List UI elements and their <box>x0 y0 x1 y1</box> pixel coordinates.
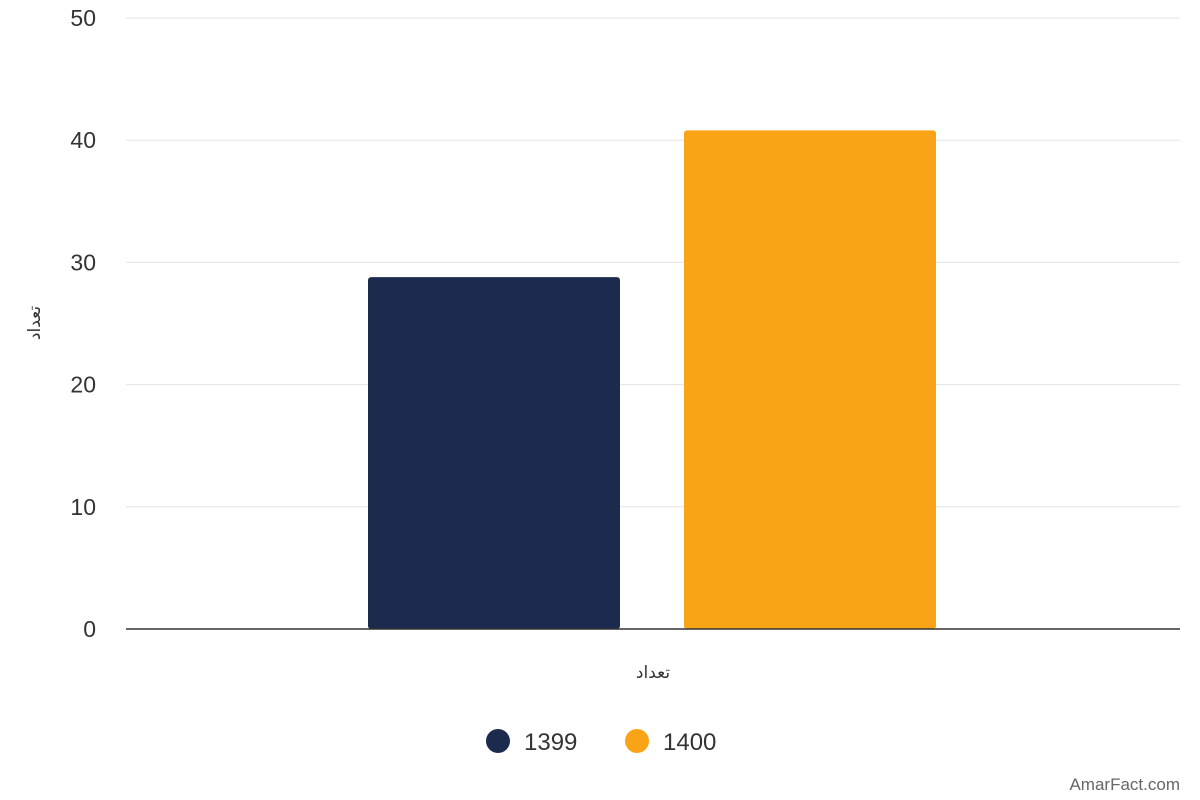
legend-label-1399[interactable]: 1399 <box>524 729 577 756</box>
y-tick-label: 40 <box>70 127 96 153</box>
y-tick-label: 50 <box>70 5 96 31</box>
bars <box>368 130 936 629</box>
watermark-text: AmarFact.com <box>1069 775 1180 794</box>
gridlines <box>126 17 1180 508</box>
legend[interactable]: 1399 1400 <box>486 729 716 756</box>
legend-marker-1400 <box>625 729 649 753</box>
y-axis-title: تعداد <box>25 306 45 340</box>
y-tick-label: 10 <box>70 494 96 520</box>
legend-label-1400[interactable]: 1400 <box>663 729 716 756</box>
y-axis-tick-labels: 0 10 20 30 40 50 <box>70 5 96 642</box>
y-tick-label: 20 <box>70 372 96 398</box>
x-axis-category-label: تعداد <box>636 663 670 683</box>
bar-1400[interactable] <box>684 130 936 629</box>
legend-marker-1399 <box>486 729 510 753</box>
y-tick-label: 0 <box>83 616 96 642</box>
bar-1399[interactable] <box>368 277 620 629</box>
y-tick-label: 30 <box>70 249 96 275</box>
